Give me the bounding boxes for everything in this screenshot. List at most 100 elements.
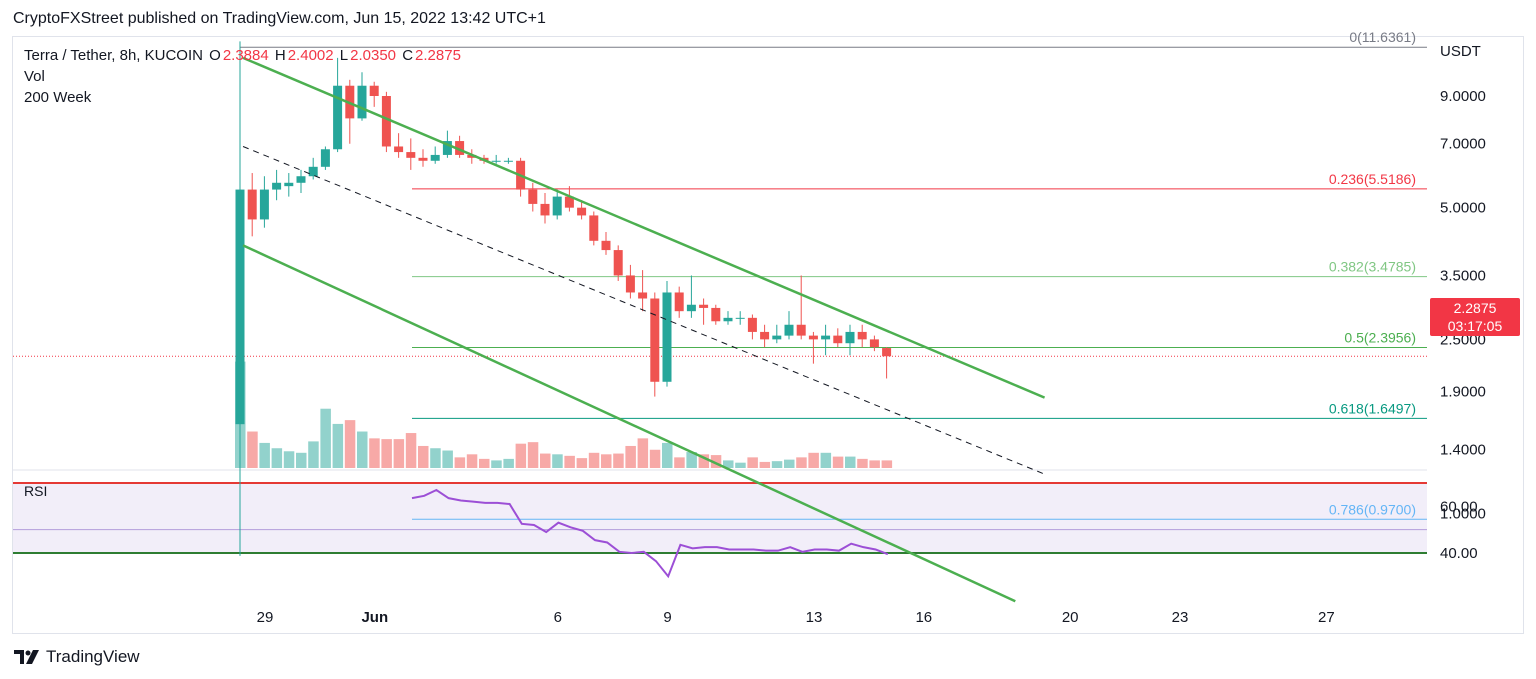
fib-label-0_786: 0.786(0.9700) [1329, 501, 1416, 517]
date-tick: 16 [915, 609, 932, 626]
rsi-line [411, 488, 889, 579]
volume-bar [515, 443, 527, 468]
open-label: O [209, 47, 221, 64]
volume-bar [649, 449, 661, 468]
volume-bar [381, 439, 392, 468]
candle-down [528, 189, 538, 204]
volume-bar [283, 451, 295, 468]
candle-up [259, 189, 269, 220]
candle-down [540, 203, 550, 216]
volume-bar [820, 452, 832, 468]
candle-up [784, 324, 794, 336]
candle-down [625, 275, 635, 293]
channel-mid-dashed-line [242, 146, 1045, 475]
volume-bar [430, 448, 441, 468]
date-tick: 29 [257, 609, 274, 626]
brand-name: TradingView [46, 647, 140, 666]
candle-down [577, 207, 587, 216]
candle-down [674, 292, 684, 312]
candle-down [418, 157, 428, 161]
candle-down [369, 85, 379, 96]
date-tick: 27 [1318, 609, 1335, 626]
candle-down [394, 146, 404, 153]
currency-label: USDT [1440, 43, 1481, 60]
candle-down [589, 215, 599, 241]
volume-bar [308, 441, 319, 468]
fib-label-0_5: 0.5(2.3956) [1344, 329, 1416, 345]
candle-down [564, 196, 574, 208]
volume-bar [540, 453, 551, 468]
price-tick: 9.0000 [1440, 88, 1486, 105]
tradingview-logo[interactable]: TradingView [14, 647, 140, 667]
high-label: H [274, 47, 286, 64]
candle-down [406, 152, 416, 158]
candle-down [760, 331, 770, 340]
volume-bar [405, 433, 417, 468]
candle-down [711, 307, 721, 322]
candle-down [247, 189, 257, 220]
volume-bar [796, 457, 807, 468]
volume-bar [747, 457, 758, 468]
published-line: CryptoFXStreet published on TradingView.… [13, 10, 546, 27]
volume-bar [588, 452, 600, 468]
candle-up [772, 335, 782, 340]
volume-bar [418, 445, 429, 468]
fib-label-0_236: 0.236(5.5186) [1329, 171, 1416, 187]
volume-bar [881, 460, 893, 468]
candle-up [686, 304, 696, 312]
volume-bar [601, 454, 612, 468]
rsi-tick: 40.00 [1440, 545, 1478, 562]
last-price-tag: 2.2875 03:17:05 [1430, 298, 1520, 336]
fib-label-0_382: 0.382(3.4785) [1329, 259, 1416, 275]
candle-up [821, 335, 831, 340]
candle-up [845, 331, 855, 344]
candle-down [808, 335, 818, 340]
fib-label-0: 0(11.6361) [1349, 29, 1416, 45]
candle-down [796, 324, 806, 336]
channel-upper-line [242, 56, 1046, 399]
candle-up [442, 141, 452, 155]
volume-bar [845, 456, 856, 468]
candle-down [467, 154, 477, 158]
volume-bar [271, 448, 283, 468]
price-tick: 5.0000 [1440, 200, 1486, 217]
volume-bar [503, 458, 514, 468]
candle-down [857, 331, 867, 340]
candle-up [503, 160, 513, 162]
candle-down [381, 96, 391, 147]
volume-bar [808, 452, 819, 468]
rsi-indicator-label[interactable]: RSI [24, 483, 48, 499]
ma-indicator-label[interactable]: 200 Week [24, 89, 92, 106]
candle-up [552, 196, 562, 216]
volume-bar [686, 452, 697, 468]
candle-down [747, 317, 757, 332]
volume-bar [625, 445, 636, 468]
price-tick: 1.9000 [1440, 384, 1486, 401]
date-tick: 9 [663, 609, 671, 626]
candle-down [455, 141, 465, 155]
price-tick: 3.5000 [1440, 267, 1486, 284]
rsi-band [13, 483, 1427, 553]
volume-bar [466, 454, 478, 468]
volume-bar [357, 431, 368, 468]
volume-indicator-label[interactable]: Vol [24, 68, 45, 85]
volume-bar [869, 460, 880, 468]
volume-bar [723, 460, 734, 468]
volume-bar [393, 439, 405, 468]
volume-bar [564, 455, 575, 468]
volume-bar [527, 442, 539, 468]
candle-up [333, 85, 343, 150]
date-tick: 23 [1172, 609, 1189, 626]
volume-bar [662, 442, 673, 468]
date-tick: 6 [554, 609, 562, 626]
volume-bar [784, 459, 795, 468]
price-tick: 7.0000 [1440, 136, 1486, 153]
symbol-legend: Terra / Tether, 8h, KUCOIN O 2.3884 H 2.40… [24, 45, 463, 108]
ohlc-row: Terra / Tether, 8h, KUCOIN O 2.3884 H 2.40… [24, 45, 463, 66]
rsi-tick: 60.00 [1440, 498, 1478, 515]
candle-down [650, 298, 660, 382]
fib-label-0_618: 0.618(1.6497) [1329, 400, 1416, 416]
price-tick: 1.4000 [1440, 442, 1486, 459]
volume-bar [332, 423, 344, 468]
